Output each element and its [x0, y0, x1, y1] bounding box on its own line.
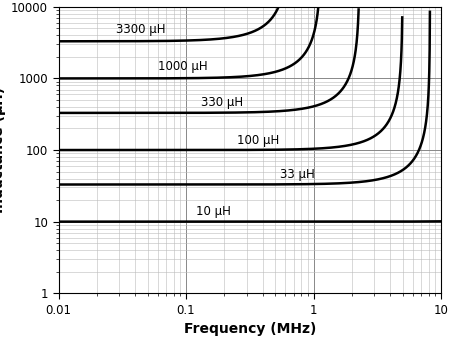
- X-axis label: Frequency (MHz): Frequency (MHz): [184, 322, 316, 336]
- Text: 100 μH: 100 μH: [237, 134, 279, 147]
- Y-axis label: Inductance (μH): Inductance (μH): [0, 87, 5, 213]
- Text: 330 μH: 330 μH: [201, 96, 243, 109]
- Text: 1000 μH: 1000 μH: [158, 60, 207, 73]
- Text: 3300 μH: 3300 μH: [116, 23, 165, 36]
- Text: 33 μH: 33 μH: [280, 168, 315, 181]
- Text: 10 μH: 10 μH: [196, 205, 231, 218]
